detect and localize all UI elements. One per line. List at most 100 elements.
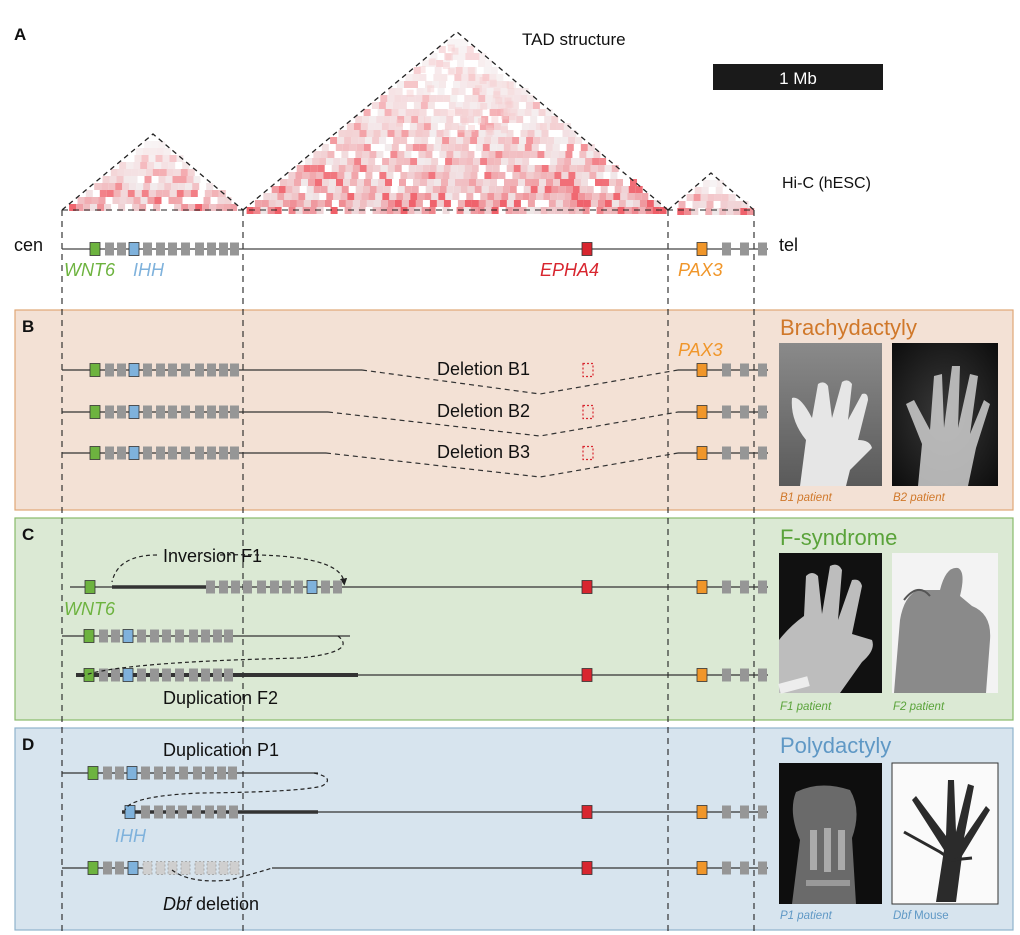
hic-cell [526, 207, 534, 214]
hic-cell [166, 169, 174, 176]
hic-cell [388, 88, 396, 95]
hic-cell [336, 179, 343, 186]
hic-cell [407, 207, 415, 214]
hic-cell [289, 200, 297, 207]
hic-cell [452, 158, 460, 165]
gene-box [201, 629, 210, 643]
hic-cell [444, 53, 452, 60]
hic-cell [427, 85, 435, 93]
hic-cell [224, 197, 232, 204]
hic-cell [467, 186, 475, 193]
hic-cell [504, 179, 511, 186]
hic-cell [113, 190, 121, 197]
gene-box [99, 668, 108, 682]
hic-cell [554, 172, 562, 179]
hic-cell [280, 179, 287, 186]
hic-cell [90, 204, 98, 211]
hic-cell [480, 193, 488, 200]
hic-cell [512, 137, 520, 144]
gene-box [230, 363, 239, 377]
hic-cell [464, 130, 472, 137]
hic-cell [474, 186, 482, 193]
gene-box [207, 405, 216, 419]
hic-cell [344, 172, 352, 179]
hic-cell [76, 204, 84, 211]
epha4-gene [581, 861, 593, 875]
ihh-gene [128, 446, 140, 460]
hic-cell [506, 165, 514, 172]
hic-cell [268, 200, 276, 207]
gene-box [195, 242, 204, 256]
hic-cell [536, 193, 544, 200]
hic-cell [385, 179, 392, 186]
hic-cell [632, 200, 640, 207]
hic-cell [463, 172, 471, 179]
hic-cell [474, 116, 482, 123]
gene-box [189, 668, 198, 682]
pax3-gene [696, 805, 708, 819]
hic-cell [447, 109, 455, 117]
hic-cell [451, 47, 459, 55]
gene-box [166, 766, 175, 780]
hic-cell [411, 186, 419, 193]
hic-cell [77, 197, 85, 204]
hic-cell [323, 172, 331, 179]
hic-cell [204, 190, 212, 197]
hic-cell [176, 190, 184, 197]
hic-cell [457, 125, 465, 133]
gene-box [162, 629, 171, 643]
hic-cell [413, 179, 420, 186]
hic-cell [333, 158, 341, 165]
hic-cell [478, 95, 486, 102]
wnt6-gene [87, 766, 99, 780]
panel-d-letter: D [22, 735, 34, 754]
hic-cell [639, 200, 647, 207]
epha4-gene [581, 668, 593, 682]
hic-cell [538, 109, 546, 116]
hic-cell [140, 197, 148, 204]
hic-cell [580, 144, 588, 151]
hic-cell [157, 183, 165, 190]
hic-cell [397, 151, 405, 158]
gene-box [213, 629, 222, 643]
hic-cell [480, 103, 488, 110]
hic-cell [475, 74, 483, 81]
hic-cell [357, 179, 364, 186]
gene-box [99, 629, 108, 643]
hic-cell [132, 204, 140, 211]
hic-cell [206, 183, 214, 190]
hic-cell [628, 186, 636, 193]
hic-cell [135, 148, 143, 155]
hic-cell [365, 137, 373, 144]
hic-cell [561, 207, 569, 214]
hic-cell [470, 172, 478, 179]
hic-cell [399, 102, 407, 109]
hic-cell [112, 197, 120, 204]
hic-cell [471, 200, 479, 207]
hic-cell [492, 95, 500, 102]
tel-label: tel [779, 235, 798, 255]
photo-f2-patient [892, 553, 998, 693]
hic-cell [519, 137, 527, 144]
hic-cell [380, 130, 388, 137]
gene-box [722, 861, 731, 875]
ihh-gene [122, 629, 134, 643]
hic-cell [466, 46, 474, 53]
gene-box [206, 580, 215, 594]
hic-cell [442, 207, 450, 214]
hic-cell [502, 186, 510, 193]
hic-cell [740, 208, 748, 215]
hic-cell [316, 172, 324, 179]
hic-cell [338, 130, 346, 137]
hic-cell [428, 172, 436, 179]
hic-cell [514, 88, 522, 95]
hic-cell [493, 88, 501, 95]
hic-cell [603, 207, 611, 214]
gene-box [740, 580, 749, 594]
pax3-gene [696, 363, 708, 377]
hic-cell [424, 193, 432, 200]
ihh-gene [124, 805, 136, 819]
hic-cell [485, 95, 493, 102]
hic-cell [502, 151, 510, 158]
hic-cell [558, 186, 566, 193]
